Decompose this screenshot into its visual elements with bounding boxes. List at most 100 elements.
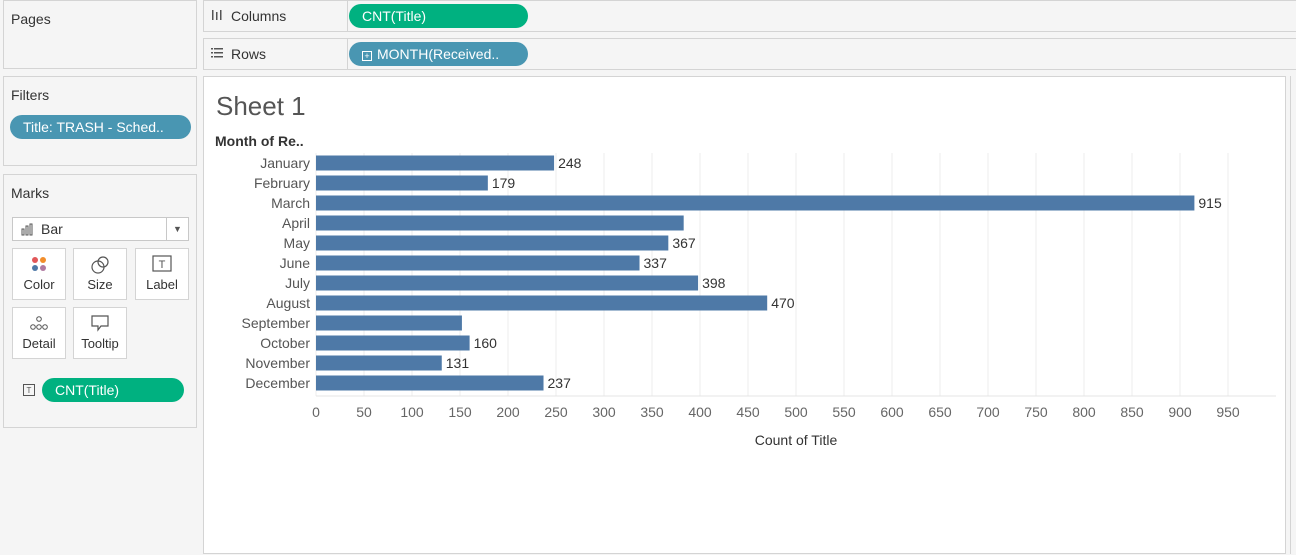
pages-title: Pages bbox=[11, 11, 51, 27]
mark-type-dropdown[interactable]: Bar ▼ bbox=[12, 217, 189, 241]
tick-label: 500 bbox=[784, 404, 808, 420]
bar[interactable] bbox=[316, 255, 640, 271]
category-label: March bbox=[271, 195, 310, 211]
data-label: 179 bbox=[492, 175, 516, 191]
text-label-icon: T bbox=[136, 249, 188, 277]
tick-label: 450 bbox=[736, 404, 760, 420]
rows-shelf-label: Rows bbox=[204, 39, 348, 69]
filter-pill[interactable]: Title: TRASH - Sched.. bbox=[10, 115, 191, 139]
bar-chart: January 248 February 179 March 915 April May 367… bbox=[242, 153, 1276, 448]
label-label: Label bbox=[146, 277, 178, 292]
category-label: May bbox=[284, 235, 310, 251]
bar-chart-icon bbox=[21, 218, 35, 240]
category-label: December bbox=[245, 375, 310, 391]
category-label: September bbox=[242, 315, 311, 331]
marks-field-pill[interactable]: CNT(Title) bbox=[42, 378, 184, 402]
bar[interactable] bbox=[316, 155, 555, 171]
data-label: 915 bbox=[1198, 195, 1222, 211]
columns-icon bbox=[211, 2, 225, 32]
bar[interactable] bbox=[316, 315, 462, 331]
tick-label: 950 bbox=[1216, 404, 1240, 420]
expand-plus-icon: + bbox=[362, 51, 372, 61]
row-header: Month of Re.. bbox=[215, 133, 304, 149]
tick-label: 300 bbox=[592, 404, 616, 420]
tick-label: 100 bbox=[400, 404, 424, 420]
data-label: 248 bbox=[558, 155, 582, 171]
filters-card[interactable]: Filters Title: TRASH - Sched.. bbox=[3, 76, 197, 166]
tick-label: 400 bbox=[688, 404, 712, 420]
category-label: January bbox=[260, 155, 310, 171]
category-label: July bbox=[285, 275, 310, 291]
tick-label: 550 bbox=[832, 404, 856, 420]
chevron-down-icon: ▼ bbox=[166, 218, 188, 240]
category-label: August bbox=[266, 295, 310, 311]
sheet-title: Sheet 1 bbox=[216, 91, 306, 121]
tick-label: 350 bbox=[640, 404, 664, 420]
rows-pill-label: MONTH(Received.. bbox=[377, 46, 500, 62]
detail-label: Detail bbox=[22, 336, 56, 351]
bar[interactable] bbox=[316, 355, 442, 371]
data-label: 237 bbox=[548, 375, 572, 391]
data-label: 367 bbox=[672, 235, 696, 251]
marks-title: Marks bbox=[11, 185, 50, 201]
size-label: Size bbox=[87, 277, 113, 292]
color-button[interactable]: Color bbox=[12, 248, 66, 300]
size-button[interactable]: Size bbox=[73, 248, 127, 300]
columns-shelf[interactable]: Columns CNT(Title) bbox=[203, 0, 1296, 32]
data-label: 470 bbox=[771, 295, 795, 311]
tick-label: 150 bbox=[448, 404, 472, 420]
tooltip-label: Tooltip bbox=[81, 336, 119, 351]
tick-label: 250 bbox=[544, 404, 568, 420]
bar[interactable] bbox=[316, 215, 684, 231]
pages-card[interactable]: Pages bbox=[3, 0, 197, 69]
detail-button[interactable]: Detail bbox=[12, 307, 66, 359]
mark-type-label: Bar bbox=[41, 221, 63, 237]
size-icon bbox=[74, 249, 126, 277]
color-icon bbox=[13, 249, 65, 277]
rows-label: Rows bbox=[231, 46, 267, 62]
tick-label: 850 bbox=[1120, 404, 1144, 420]
data-label: 398 bbox=[702, 275, 726, 291]
columns-shelf-label: Columns bbox=[204, 1, 348, 31]
tick-label: 900 bbox=[1168, 404, 1192, 420]
text-label-icon: T bbox=[23, 383, 35, 401]
columns-pill[interactable]: CNT(Title) bbox=[349, 4, 528, 28]
rows-shelf[interactable]: Rows + MONTH(Received.. bbox=[203, 38, 1296, 70]
tick-label: 0 bbox=[312, 404, 320, 420]
tick-label: 50 bbox=[356, 404, 372, 420]
bar[interactable] bbox=[316, 275, 699, 291]
bar[interactable] bbox=[316, 375, 544, 391]
data-label: 131 bbox=[446, 355, 470, 371]
tick-label: 800 bbox=[1072, 404, 1096, 420]
detail-icon bbox=[13, 308, 65, 336]
tick-label: 750 bbox=[1024, 404, 1048, 420]
tick-label: 700 bbox=[976, 404, 1000, 420]
bar[interactable] bbox=[316, 195, 1195, 211]
tooltip-icon bbox=[74, 308, 126, 336]
label-button[interactable]: T Label bbox=[135, 248, 189, 300]
svg-text:T: T bbox=[159, 259, 166, 271]
tick-label: 200 bbox=[496, 404, 520, 420]
color-label: Color bbox=[23, 277, 55, 292]
tooltip-button[interactable]: Tooltip bbox=[73, 307, 127, 359]
bar[interactable] bbox=[316, 295, 768, 311]
category-label: February bbox=[254, 175, 310, 191]
category-label: November bbox=[245, 355, 310, 371]
sheet-view: Sheet 1 Month of Re.. January 248 February… bbox=[203, 76, 1286, 554]
rows-icon bbox=[211, 40, 225, 70]
bar[interactable] bbox=[316, 335, 470, 351]
tick-label: 600 bbox=[880, 404, 904, 420]
category-label: April bbox=[282, 215, 310, 231]
bar[interactable] bbox=[316, 235, 669, 251]
right-divider bbox=[1290, 76, 1291, 554]
data-label: 160 bbox=[474, 335, 498, 351]
tick-label: 650 bbox=[928, 404, 952, 420]
x-axis-title: Count of Title bbox=[755, 432, 838, 448]
category-label: June bbox=[280, 255, 311, 271]
category-label: October bbox=[260, 335, 310, 351]
columns-label: Columns bbox=[231, 8, 287, 24]
marks-card: Marks Bar ▼ Color Size T Label Detail bbox=[3, 174, 197, 428]
data-label: 337 bbox=[644, 255, 668, 271]
bar[interactable] bbox=[316, 175, 488, 191]
rows-pill[interactable]: + MONTH(Received.. bbox=[349, 42, 528, 66]
